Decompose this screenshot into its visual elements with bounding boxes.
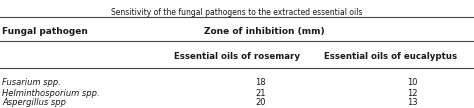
Text: Zone of inhibition (mm): Zone of inhibition (mm) (204, 27, 324, 36)
Text: Aspergillus spp: Aspergillus spp (2, 98, 66, 107)
Text: Essential oils of rosemary: Essential oils of rosemary (174, 52, 300, 61)
Text: Helminthosporium spp.: Helminthosporium spp. (2, 89, 100, 98)
Text: Fusarium spp.: Fusarium spp. (2, 78, 61, 87)
Text: 13: 13 (407, 98, 418, 107)
Text: 12: 12 (407, 89, 418, 98)
Text: 18: 18 (255, 78, 266, 87)
Text: 10: 10 (407, 78, 418, 87)
Text: 21: 21 (255, 89, 266, 98)
Text: Sensitivity of the fungal pathogens to the extracted essential oils: Sensitivity of the fungal pathogens to t… (111, 8, 363, 17)
Text: Fungal pathogen: Fungal pathogen (2, 27, 88, 36)
Text: 20: 20 (255, 98, 266, 107)
Text: Essential oils of eucalyptus: Essential oils of eucalyptus (325, 52, 457, 61)
